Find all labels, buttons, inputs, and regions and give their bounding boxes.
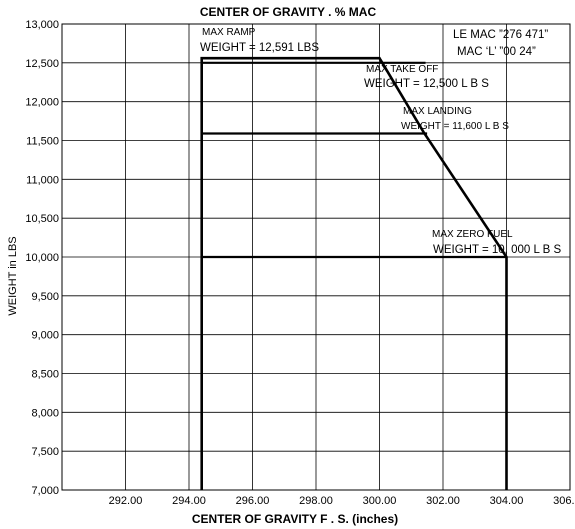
y-tick-label: 7,000: [31, 485, 59, 497]
x-tick-label: 296.00: [236, 495, 270, 507]
y-tick-label: 11,500: [26, 136, 59, 148]
chart-title: CENTER OF GRAVITY . % MAC: [200, 5, 377, 19]
y-tick-label: 9,000: [31, 330, 59, 342]
y-tick-labels: 7,000 7,500 8,000 8,500 9,000 9,500 10,000 10,5…: [25, 19, 59, 497]
x-tick-label: 292.00: [109, 495, 143, 507]
x-tick-labels: 292.00 294.00 296.00 298.00 300.00 302.00 304.…: [109, 495, 575, 507]
annotation-landing-weight: WEIGHT = 11,600 L B S: [401, 121, 509, 132]
x-tick-label: 298.00: [299, 495, 333, 507]
grid: [61, 23, 571, 491]
y-tick-label: 10,500: [25, 213, 59, 225]
y-tick-label: 12,000: [25, 97, 59, 109]
x-axis-label: CENTER OF GRAVITY F . S. (inches): [192, 512, 398, 526]
y-tick-label: 8,500: [31, 369, 59, 381]
y-tick-label: 9,500: [31, 291, 59, 303]
annotation-le-mac: LE MAC ”276 471”: [453, 29, 548, 41]
cg-envelope: [200, 56, 508, 490]
y-tick-label: 8,000: [31, 407, 59, 419]
x-tick-label: 306.00: [553, 495, 575, 507]
x-tick-label: 302.00: [426, 495, 460, 507]
annotation-mac-length: MAC ‘L’ ”00 24”: [457, 46, 536, 58]
y-tick-label: 7,500: [31, 446, 59, 458]
cg-envelope-line: [200, 56, 508, 490]
y-tick-label: 11,000: [26, 174, 59, 186]
annotation-max-takeoff: MAX TAKE OFF: [366, 64, 438, 75]
annotation-max-ramp: MAX RAMP: [202, 27, 256, 38]
annotation-zero-fuel-weight: WEIGHT = 10, 000 L B S: [433, 244, 561, 256]
y-tick-label: 10,000: [25, 252, 59, 264]
x-tick-label: 300.00: [363, 495, 397, 507]
limit-lines: [201, 61, 507, 259]
y-tick-label: 13,000: [25, 19, 59, 31]
annotation-takeoff-weight: WEIGHT = 12,500 L B S: [364, 78, 489, 90]
annotation-ramp-weight: WEIGHT = 12,591 LBS: [200, 42, 319, 54]
x-tick-label: 294.00: [172, 495, 206, 507]
y-axis-label: WEIGHT in LBS: [7, 236, 19, 315]
annotation-max-zero-fuel: MAX ZERO FUEL: [432, 229, 513, 240]
y-tick-label: 12,500: [25, 58, 59, 70]
x-tick-label: 304.00: [490, 495, 524, 507]
annotation-max-landing: MAX LANDING: [403, 106, 472, 117]
